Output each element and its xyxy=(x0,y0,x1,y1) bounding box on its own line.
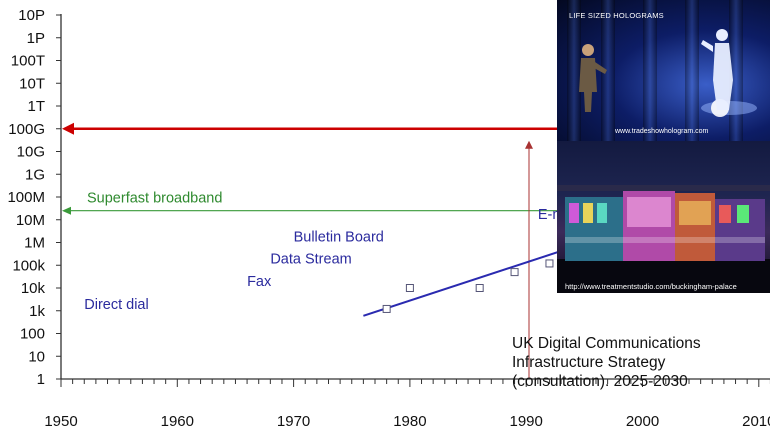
axes xyxy=(60,14,770,380)
note-line-3: (consultation). 2025-2030 xyxy=(512,373,688,390)
broadband-label: Superfast broadband xyxy=(87,191,222,207)
palace-facade-icon xyxy=(557,185,770,293)
y-tick-label: 1M xyxy=(24,235,45,252)
historical-data-point xyxy=(510,268,519,277)
curtain-fold xyxy=(643,0,657,141)
milestone-label: Bulletin Board xyxy=(294,230,384,246)
x-tick-label: 1980 xyxy=(393,413,426,430)
broadband-arrow-head xyxy=(62,206,71,215)
hologram-caption: LIFE SIZED HOLOGRAMS xyxy=(569,11,664,20)
target-arrow-head xyxy=(62,122,74,135)
historical-data-point xyxy=(475,284,484,292)
milestone-label: Direct dial xyxy=(84,297,148,313)
x-tick-label: 1960 xyxy=(161,413,194,430)
x-tick-label: 2010 xyxy=(742,413,770,430)
x-axis-ticks: 19501960197019801990200020102020 xyxy=(44,379,770,430)
y-tick-label: 100T xyxy=(11,53,45,70)
curtain-fold xyxy=(601,0,615,141)
y-tick-label: 1k xyxy=(29,303,45,320)
curtain-fold xyxy=(685,0,699,141)
palace-projection-photo: http://www.treatmentstudio.com/buckingha… xyxy=(557,141,770,293)
x-tick-label: 1950 xyxy=(44,413,77,430)
y-tick-label: 1T xyxy=(27,98,45,115)
historical-data-point xyxy=(382,304,391,313)
y-tick-label: 1 xyxy=(37,371,45,388)
y-tick-label: 1P xyxy=(27,30,45,47)
y-tick-label: 100k xyxy=(12,257,45,274)
y-tick-label: 10k xyxy=(21,280,46,297)
hologram-url: www.tradeshowhologram.com xyxy=(615,128,709,135)
historical-data-point xyxy=(545,259,554,268)
hologram-figures-icon xyxy=(579,29,757,117)
note-line-2: Infrastructure Strategy xyxy=(512,354,666,371)
milestone-label: Data Stream xyxy=(270,251,351,267)
historical-data-point xyxy=(405,284,414,292)
x-tick-label: 2000 xyxy=(626,413,659,430)
y-tick-label: 1G xyxy=(25,166,45,183)
y-tick-label: 10 xyxy=(28,348,45,365)
milestone-label: Fax xyxy=(247,274,272,290)
y-tick-label: 10M xyxy=(16,212,45,229)
y-axis-ticks: 1 10 100 1k 10k 100k 1M 10M 100M 1G 10G 100G 1T 10T 10… xyxy=(7,7,61,388)
y-tick-label: 10P xyxy=(18,7,45,24)
curtain-fold xyxy=(567,0,581,141)
y-tick-label: 10T xyxy=(19,75,45,92)
y-tick-label: 100 xyxy=(20,326,45,343)
hologram-photo: LIFE SIZED HOLOGRAMS www.tradeshowhologr… xyxy=(557,0,770,141)
y-tick-label: 100G xyxy=(8,121,45,138)
y-tick-label: 100M xyxy=(7,189,45,206)
x-tick-label: 1990 xyxy=(510,413,543,430)
note-line-1: UK Digital Communications xyxy=(512,335,701,352)
strategy-note: UK Digital Communications Infrastructure… xyxy=(512,334,701,391)
y-tick-label: 10G xyxy=(17,144,45,161)
x-tick-label: 1970 xyxy=(277,413,310,430)
palace-url: http://www.treatmentstudio.com/buckingha… xyxy=(565,282,737,291)
pointer-arrow-head xyxy=(525,140,533,149)
